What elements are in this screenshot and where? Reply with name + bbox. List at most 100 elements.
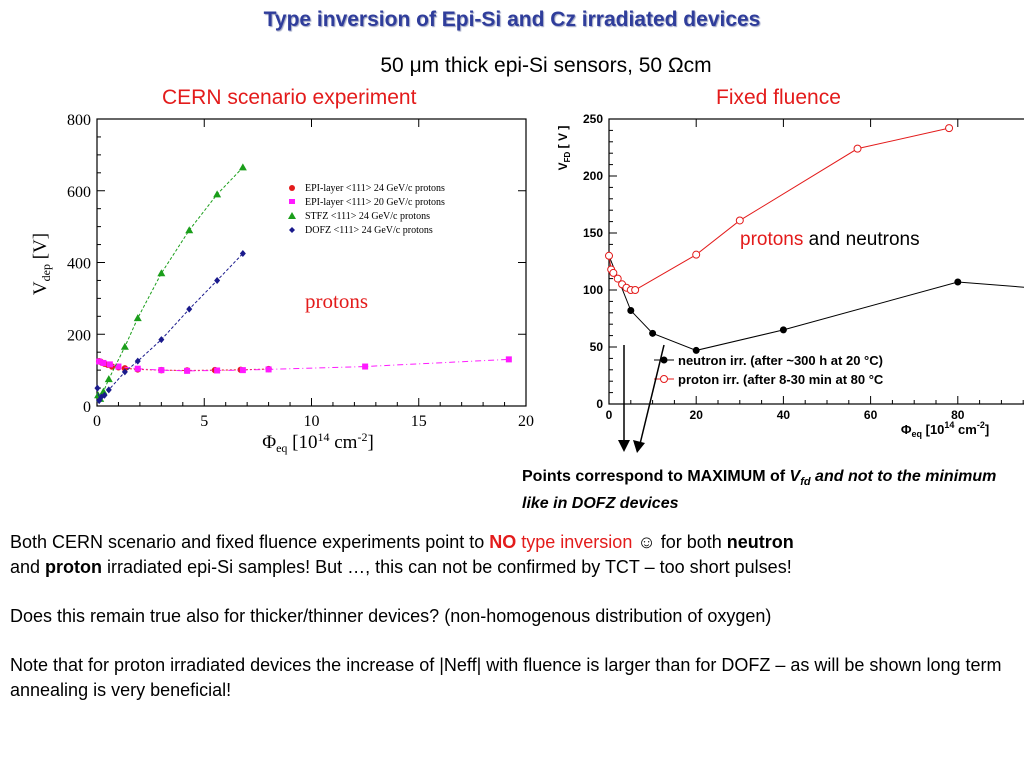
left-data-point bbox=[115, 363, 122, 370]
right-data-point bbox=[692, 346, 700, 354]
right-data-point bbox=[853, 144, 862, 153]
right-y-axis-label: VFD [ V ] bbox=[556, 126, 572, 171]
left-x-tick-label: 10 bbox=[304, 413, 320, 430]
right-plot-ticks: 020406080100050100150200250 bbox=[583, 112, 1024, 422]
right-plot: 020406080100050100150200250 neutron irr.… bbox=[556, 112, 1024, 439]
left-data-point bbox=[158, 367, 165, 374]
subtitle-suffix: cm bbox=[683, 54, 712, 77]
left-data-point bbox=[134, 365, 141, 372]
left-y-tick-label: 600 bbox=[67, 184, 91, 201]
right-data-point bbox=[631, 286, 640, 294]
legend-marker-stfz bbox=[288, 212, 296, 219]
legend-marker-proton bbox=[660, 375, 668, 383]
left-data-point bbox=[105, 386, 112, 394]
right-x-tick-label: 80 bbox=[951, 408, 965, 422]
legend-label-epi-24: EPI-layer <111> 24 GeV/c protons bbox=[305, 183, 445, 194]
right-data-point bbox=[954, 278, 962, 286]
right-data-point bbox=[627, 307, 635, 315]
subtitle: 50 μm thick epi-Si sensors, 50 Ωcm bbox=[0, 54, 1024, 78]
right-data-point bbox=[609, 268, 618, 277]
left-data-point bbox=[94, 384, 101, 392]
right-x-tick-label: 0 bbox=[606, 408, 613, 422]
left-y-tick-label: 0 bbox=[83, 399, 91, 416]
left-x-tick-label: 15 bbox=[411, 413, 427, 430]
left-y-axis-label: Vdep [V] bbox=[30, 233, 53, 295]
omega-symbol: Ω bbox=[667, 54, 684, 77]
left-data-point bbox=[134, 357, 141, 365]
left-data-point bbox=[213, 190, 222, 198]
right-y-tick-label: 200 bbox=[583, 169, 603, 183]
left-data-point bbox=[214, 276, 221, 284]
left-series-line bbox=[96, 253, 244, 403]
paragraph-1: Both CERN scenario and fixed fluence exp… bbox=[10, 532, 794, 577]
right-y-tick-label: 0 bbox=[596, 397, 603, 411]
left-x-tick-label: 0 bbox=[93, 413, 101, 430]
left-data-point bbox=[158, 336, 165, 344]
body-text: Both CERN scenario and fixed fluence exp… bbox=[10, 530, 1014, 727]
legend-marker-neutron bbox=[660, 356, 668, 364]
right-plot-annotation: protons and neutrons bbox=[740, 229, 920, 250]
smiley-icon: ☺ bbox=[632, 532, 656, 552]
note-text: Points correspond to MAXIMUM of Vfd and … bbox=[522, 468, 997, 513]
left-series-line bbox=[97, 167, 244, 400]
left-plot-annotation: protons bbox=[305, 289, 368, 313]
left-x-axis-label: Φeq [1014 cm-2] bbox=[262, 430, 374, 455]
right-y-tick-label: 150 bbox=[583, 226, 603, 240]
left-data-point bbox=[133, 314, 142, 322]
right-x-tick-label: 20 bbox=[690, 408, 704, 422]
right-series-line bbox=[608, 255, 1024, 351]
right-series-line bbox=[608, 127, 950, 291]
right-data-point bbox=[613, 274, 622, 283]
right-data-point bbox=[779, 326, 787, 334]
right-data-point bbox=[692, 250, 701, 259]
left-data-point bbox=[239, 367, 246, 374]
legend-label-neutron: neutron irr. (after ~300 h at 20 °C) bbox=[678, 353, 883, 368]
left-plot-marks bbox=[94, 163, 512, 405]
legend-marker-dofz bbox=[289, 227, 295, 233]
arrowhead-left-icon bbox=[618, 440, 630, 452]
right-x-axis-label: Φeq [1014 cm-2] bbox=[901, 420, 989, 439]
left-x-tick-label: 20 bbox=[518, 413, 534, 430]
paragraph-2: Does this remain true also for thicker/t… bbox=[10, 606, 772, 626]
left-plot-frame bbox=[96, 118, 527, 407]
left-data-point bbox=[157, 269, 166, 277]
subtitle-prefix: 50 bbox=[380, 54, 410, 77]
left-data-point bbox=[239, 250, 246, 258]
left-data-point bbox=[184, 367, 191, 374]
right-y-tick-label: 50 bbox=[590, 340, 604, 354]
left-plot-legend: EPI-layer <111> 24 GeV/c protons EPI-lay… bbox=[288, 183, 445, 236]
left-data-point bbox=[362, 363, 369, 370]
arrowhead-right-icon bbox=[633, 440, 645, 453]
right-y-tick-label: 250 bbox=[583, 112, 603, 126]
left-data-point bbox=[101, 391, 108, 399]
legend-label-stfz: STFZ <111> 24 GeV/c protons bbox=[305, 211, 430, 222]
left-data-point bbox=[96, 358, 103, 365]
left-data-point bbox=[238, 163, 247, 171]
right-plot-legend: neutron irr. (after ~300 h at 20 °C) pro… bbox=[654, 353, 884, 387]
left-y-tick-label: 200 bbox=[67, 327, 91, 344]
right-y-tick-label: 100 bbox=[583, 283, 603, 297]
left-y-tick-label: 800 bbox=[67, 112, 91, 129]
legend-label-epi-20: EPI-layer <111> 20 GeV/c protons bbox=[305, 197, 445, 208]
left-data-point bbox=[121, 365, 129, 372]
left-data-point bbox=[106, 361, 113, 368]
right-plot-marks bbox=[605, 124, 1024, 354]
right-data-point bbox=[605, 251, 613, 260]
left-data-point bbox=[214, 367, 221, 374]
right-x-tick-label: 40 bbox=[777, 408, 791, 422]
left-y-tick-label: 400 bbox=[67, 256, 91, 273]
left-data-point bbox=[120, 342, 129, 350]
paragraph-3: Note that for proton irradiated devices … bbox=[10, 655, 1002, 700]
left-data-point bbox=[265, 366, 272, 373]
right-data-point bbox=[945, 124, 954, 133]
left-data-point bbox=[104, 375, 113, 383]
note-arrows bbox=[618, 344, 665, 453]
left-data-point bbox=[121, 368, 128, 376]
legend-label-proton: proton irr. (after 8-30 min at 80 °C bbox=[678, 372, 884, 387]
right-data-point bbox=[735, 216, 744, 225]
right-caption: Fixed fluence bbox=[716, 86, 841, 109]
slide-title: Type inversion of Epi-Si and Cz irradiat… bbox=[263, 8, 761, 31]
legend-label-dofz: DOFZ <111> 24 GeV/c protons bbox=[305, 225, 433, 236]
